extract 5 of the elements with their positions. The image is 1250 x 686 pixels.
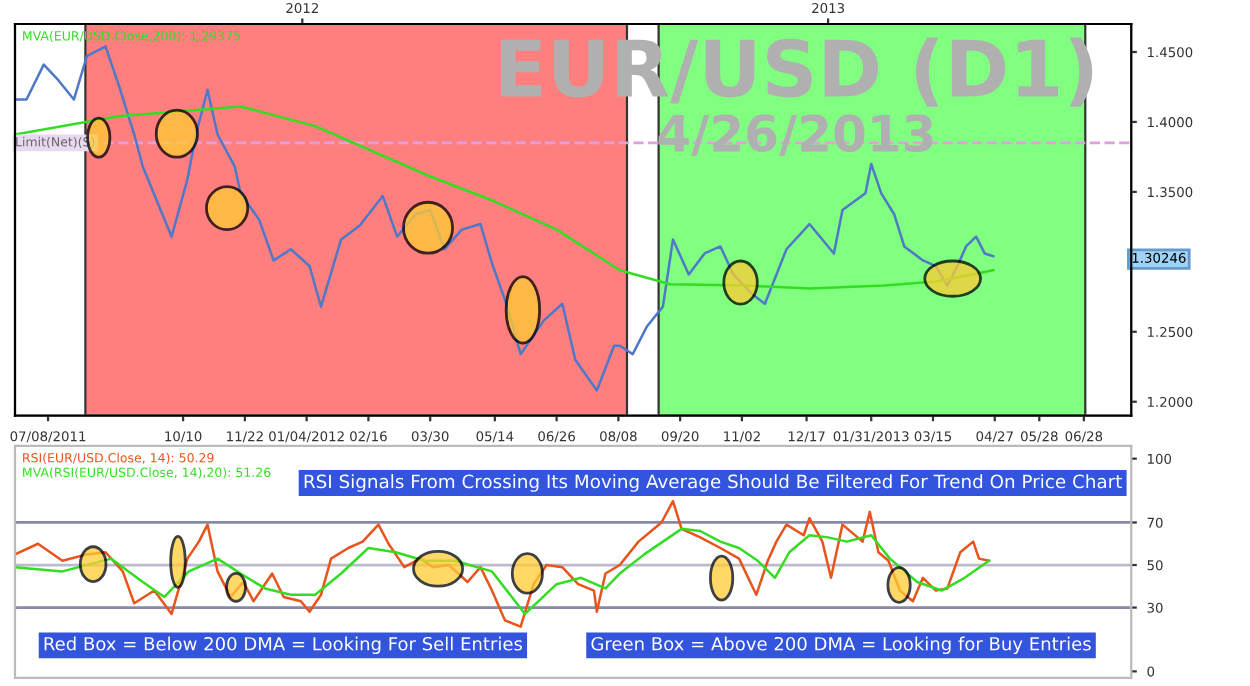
- line-series: [15, 499, 991, 628]
- annotation: RSI Signals From Crossing Its Moving Average Should Be Filtered For Trend On Price Chart: [304, 474, 1122, 492]
- annotation: Green Box = Above 200 DMA = Looking for Buy Entries: [591, 636, 1091, 655]
- line-series: [15, 527, 991, 616]
- annotation: Red Box = Below 200 DMA = Looking For Sell Entries: [44, 636, 523, 655]
